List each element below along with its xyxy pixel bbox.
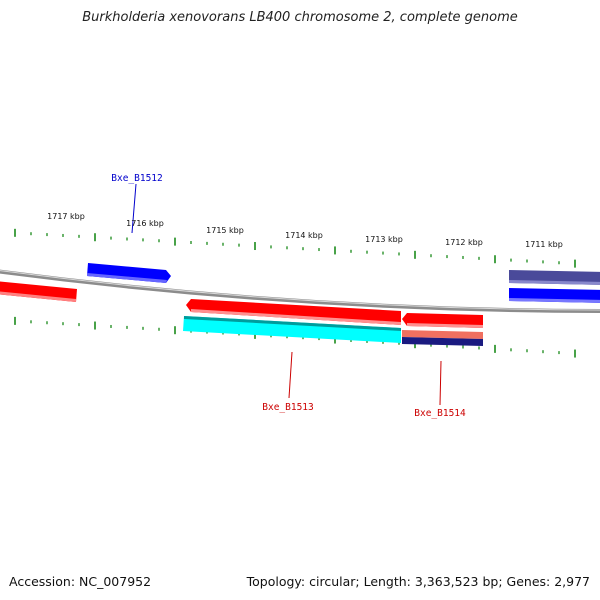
genome-summary-text: Topology: circular; Length: 3,363,523 bp… — [246, 574, 590, 589]
feature-navy-block[interactable] — [402, 337, 483, 346]
gene-label-Bxe_B1512[interactable]: Bxe_B1512 — [111, 173, 162, 184]
feature-cyan-block-shade — [184, 316, 401, 331]
accession-text: Accession: NC_007952 — [9, 574, 152, 589]
kbp-label: 1717 kbp — [47, 212, 85, 221]
feature-cyan-block[interactable] — [183, 316, 401, 343]
gene-left-red-shade — [0, 291, 76, 302]
kbp-label: 1716 kbp — [126, 219, 164, 228]
kbp-label: 1715 kbp — [206, 226, 244, 235]
outer-tick-ring — [14, 228, 576, 268]
chromosome-backbone — [0, 269, 600, 313]
kbp-label: 1713 kbp — [365, 235, 403, 244]
kbp-label: 1712 kbp — [445, 238, 483, 247]
inner-tick-ring — [14, 316, 576, 358]
kbp-label: 1711 kbp — [525, 240, 563, 249]
chromosome-backbone-highlight — [0, 270, 600, 311]
genome-title: Burkholderia xenovorans LB400 chromosome… — [82, 10, 518, 25]
feature-salmon-block[interactable] — [402, 330, 483, 339]
gene-Bxe_B1513-arrow-shade — [191, 309, 401, 325]
gene-right-blue-shade — [509, 298, 600, 303]
leader-line-Bxe_B1514 — [439, 360, 442, 406]
gene-Bxe_B1512-arrow[interactable] — [87, 263, 171, 283]
gene-Bxe_B1513-arrow[interactable] — [186, 299, 401, 325]
gene-label-Bxe_B1513[interactable]: Bxe_B1513 — [262, 402, 313, 413]
gene-left-red[interactable] — [0, 281, 77, 302]
gene-label-Bxe_B1514[interactable]: Bxe_B1514 — [414, 408, 466, 419]
leader-line-Bxe_B1513 — [288, 351, 293, 399]
leader-line-Bxe_B1512 — [131, 183, 137, 234]
kbp-label: 1714 kbp — [285, 231, 323, 240]
gene-right-upper-slate-shade — [509, 280, 600, 285]
gene-Bxe_B1514-arrow-shade — [407, 323, 483, 328]
gene-Bxe_B1512-arrow-shade — [87, 273, 167, 283]
